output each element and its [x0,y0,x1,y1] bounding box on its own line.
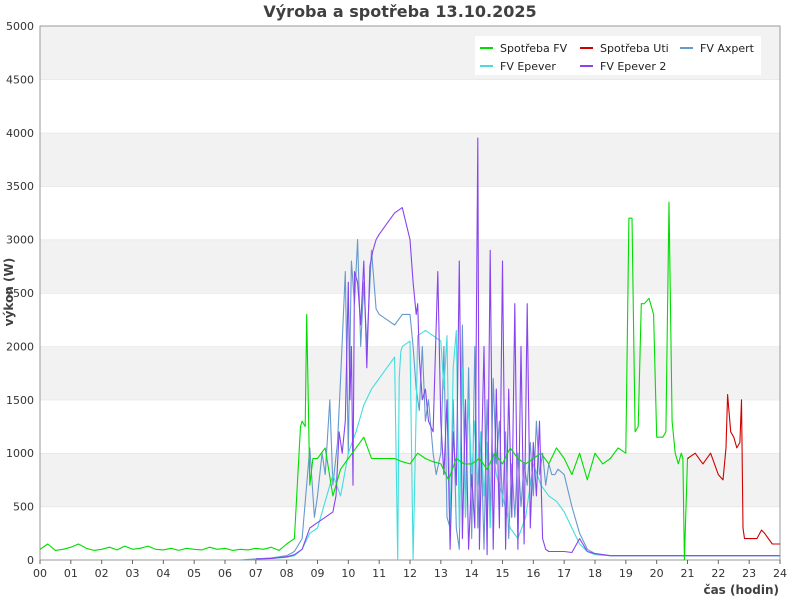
grid-band [40,399,780,454]
x-tick-label: 00 [33,567,47,580]
x-tick-label: 07 [249,567,263,580]
legend-label: FV Axpert [700,42,755,55]
y-tick-label: 500 [13,501,34,514]
x-tick-label: 15 [496,567,510,580]
series-line-fv-epever-2 [255,137,780,560]
x-tick-label: 10 [341,567,355,580]
x-tick-label: 13 [434,567,448,580]
y-tick-label: 2000 [6,340,34,353]
series-line-spot-eba-uti [687,393,780,545]
x-tick-label: 21 [681,567,695,580]
legend-label: Spotřeba FV [500,42,568,55]
series-layer [39,137,780,561]
x-tick-label: 20 [650,567,664,580]
x-tick-label: 05 [187,567,201,580]
legend: Spotřeba FV Spotřeba Uti FV Axpert FV Epeve… [475,36,761,75]
y-tick-label: 4500 [6,73,34,86]
y-tick-label: 0 [27,554,34,567]
x-tick-label: 24 [773,567,787,580]
chart-title: Výroba a spotřeba 13.10.2025 [263,2,536,21]
legend-label: FV Epever 2 [600,60,666,73]
series-line-fv-axpert [240,239,780,561]
x-tick-label: 06 [218,567,232,580]
y-tick-label: 4000 [6,127,34,140]
y-tick-label: 2500 [6,287,34,300]
grid-band [40,132,780,187]
y-axis-label: výkon (W) [2,258,16,326]
grid-band [40,506,780,560]
chart-grid-bands [40,25,780,560]
x-tick-label: 23 [742,567,756,580]
grid-band [40,453,780,507]
x-tick-label: 19 [619,567,633,580]
x-tick-label: 17 [557,567,571,580]
series-line-spot-eba-fv [39,201,689,561]
axes: 0500100015002000250030003500400045005000… [6,20,787,580]
y-tick-label: 1500 [6,394,34,407]
x-axis-label: čas (hodin) [703,583,779,597]
y-tick-label: 5000 [6,20,34,33]
x-tick-label: 16 [526,567,540,580]
y-tick-label: 3000 [6,234,34,247]
y-tick-label: 1000 [6,447,34,460]
legend-label: Spotřeba Uti [600,42,669,55]
grid-band [40,186,780,240]
x-tick-label: 02 [95,567,109,580]
x-tick-label: 12 [403,567,417,580]
grid-band [40,79,780,133]
legend-box [475,36,761,75]
x-tick-label: 04 [156,567,170,580]
x-tick-label: 08 [280,567,294,580]
x-tick-label: 18 [588,567,602,580]
x-tick-label: 09 [311,567,325,580]
x-tick-label: 11 [372,567,386,580]
grid-band [40,239,780,293]
x-tick-label: 01 [64,567,78,580]
x-tick-label: 03 [126,567,140,580]
legend-label: FV Epever [500,60,556,73]
x-tick-label: 14 [465,567,479,580]
y-tick-label: 3500 [6,180,34,193]
x-tick-label: 22 [711,567,725,580]
